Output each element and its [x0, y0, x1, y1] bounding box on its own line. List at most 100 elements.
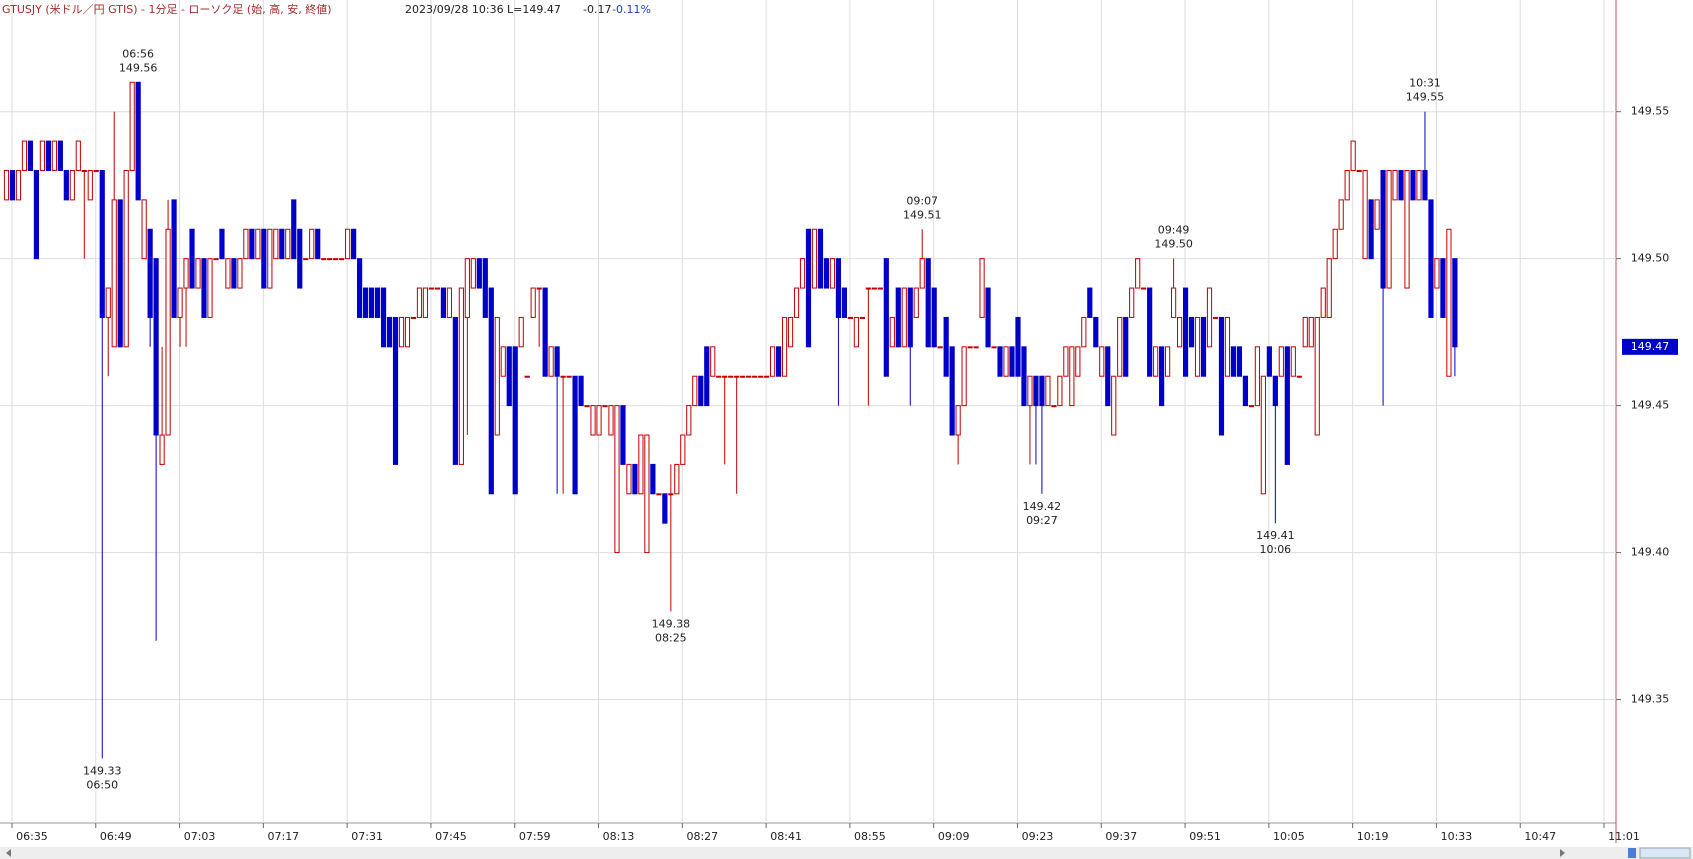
- x-tick-label: 10:33: [1441, 830, 1473, 843]
- scrollbar[interactable]: [0, 847, 1693, 859]
- candle-body-up: [1194, 316, 1201, 377]
- candle-body-down: [949, 346, 955, 436]
- x-tick-label: 06:35: [16, 830, 48, 843]
- candle-body-up: [680, 434, 686, 465]
- candle-body-up: [1290, 346, 1296, 377]
- candle-body-up: [1362, 169, 1368, 260]
- candle-body-up: [1165, 346, 1171, 377]
- candle-body-down: [99, 169, 105, 318]
- annotation-time: 09:27: [1026, 514, 1058, 527]
- scroll-left[interactable]: [6, 849, 11, 857]
- candle-body-up: [1069, 346, 1075, 407]
- candle-body-up: [853, 316, 859, 348]
- annotation-price: 149.56: [119, 61, 158, 74]
- candle-body-up: [416, 287, 423, 318]
- candle-body-down: [662, 493, 668, 524]
- annotation-time: 10:06: [1259, 543, 1291, 556]
- candle-body-down: [1236, 346, 1243, 377]
- candle-body-down: [153, 258, 159, 436]
- scroll-right[interactable]: [1560, 849, 1565, 857]
- candle-body-up: [799, 258, 806, 289]
- annotation-price: 149.55: [1406, 91, 1445, 104]
- zoom-controls[interactable]: [1639, 847, 1691, 859]
- candle-body-up: [434, 287, 441, 290]
- x-tick-label: 08:13: [603, 830, 635, 843]
- candle-body-down: [572, 375, 578, 495]
- x-tick-label: 08:55: [854, 830, 886, 843]
- x-tick-label: 09:09: [938, 830, 970, 843]
- x-tick-label: 06:49: [100, 830, 132, 843]
- candle-body-down: [135, 81, 141, 201]
- candle-body-down: [261, 228, 267, 289]
- candle-body-up: [1434, 258, 1440, 289]
- x-tick-label: 10:19: [1357, 830, 1389, 843]
- candle-body-down: [1440, 258, 1446, 318]
- candle-body-up: [422, 287, 429, 318]
- candle-body-up: [339, 258, 345, 261]
- candle-body-down: [1087, 287, 1093, 318]
- candle-body-down: [374, 287, 381, 318]
- candle-body-up: [1326, 258, 1332, 318]
- x-tick-label: 07:45: [435, 830, 467, 843]
- candle-body-up: [746, 375, 752, 378]
- x-tick-label: 08:27: [686, 830, 718, 843]
- candle-body-down: [189, 228, 195, 289]
- candle-body-up: [51, 140, 57, 171]
- candle-body-up: [979, 258, 985, 318]
- y-tick-label: 149.50: [1631, 252, 1670, 265]
- candle-body-down: [823, 258, 830, 289]
- candle-body-up: [781, 316, 788, 377]
- annotation-time: 09:07: [906, 194, 938, 207]
- candle-body-up: [829, 258, 836, 289]
- candle-body-up: [1248, 405, 1254, 408]
- candle-body-down: [219, 228, 225, 260]
- candle-body-up: [877, 287, 883, 290]
- candle-body-up: [1224, 316, 1231, 377]
- candle-body-up: [494, 316, 500, 436]
- candle-body-up: [1356, 169, 1362, 172]
- candle-body-up: [1308, 316, 1314, 348]
- candle-body-up: [464, 258, 470, 318]
- candle-body-up: [967, 346, 973, 349]
- candle-body-down: [841, 287, 848, 318]
- candle-body-down: [632, 463, 638, 495]
- candle-body-up: [865, 287, 871, 290]
- candle-body-up: [859, 316, 865, 319]
- candle-body-down: [1159, 346, 1165, 407]
- header-datetime: 2023/09/28 10:36: [405, 3, 504, 16]
- candle-body-up: [243, 228, 249, 260]
- candle-body-up: [734, 375, 740, 378]
- candle-body-up: [111, 199, 117, 348]
- candle-body-up: [183, 258, 189, 289]
- header-last: L=149.47: [507, 3, 561, 16]
- candle-body-up: [129, 81, 135, 171]
- candle-body-down: [1428, 199, 1434, 318]
- candle-body-up: [1129, 287, 1135, 318]
- candle-body-up: [207, 258, 213, 318]
- candle-body-down: [1272, 375, 1278, 407]
- candle-body-up: [973, 346, 979, 349]
- candle-body-up: [165, 228, 171, 436]
- label-layer: 149.35 149.40 149.45 149.50 149.55 06:35 06:49…: [16, 47, 1678, 843]
- candle-body-up: [255, 228, 261, 260]
- candle-body-up: [1171, 287, 1177, 318]
- candle-body-up: [901, 287, 907, 348]
- candle-body-down: [452, 316, 458, 465]
- candle-body-down: [1452, 258, 1458, 348]
- candle-body-down: [578, 375, 584, 407]
- candle-body-up: [1099, 346, 1105, 377]
- candle-body-down: [482, 258, 488, 318]
- x-tick-label: 09:23: [1022, 830, 1054, 843]
- candle-body-up: [752, 375, 758, 378]
- candle-body-up: [321, 258, 327, 261]
- candle-body-down: [201, 258, 207, 318]
- candle-body-up: [769, 346, 776, 377]
- candle-body-up: [213, 258, 219, 261]
- candle-body-down: [698, 375, 704, 407]
- scroll-thumb[interactable]: [1628, 848, 1636, 858]
- candle-body-up: [1254, 346, 1260, 407]
- candle-body-down: [895, 287, 901, 348]
- candle-body-down: [1015, 316, 1021, 377]
- candle-body-up: [345, 228, 351, 260]
